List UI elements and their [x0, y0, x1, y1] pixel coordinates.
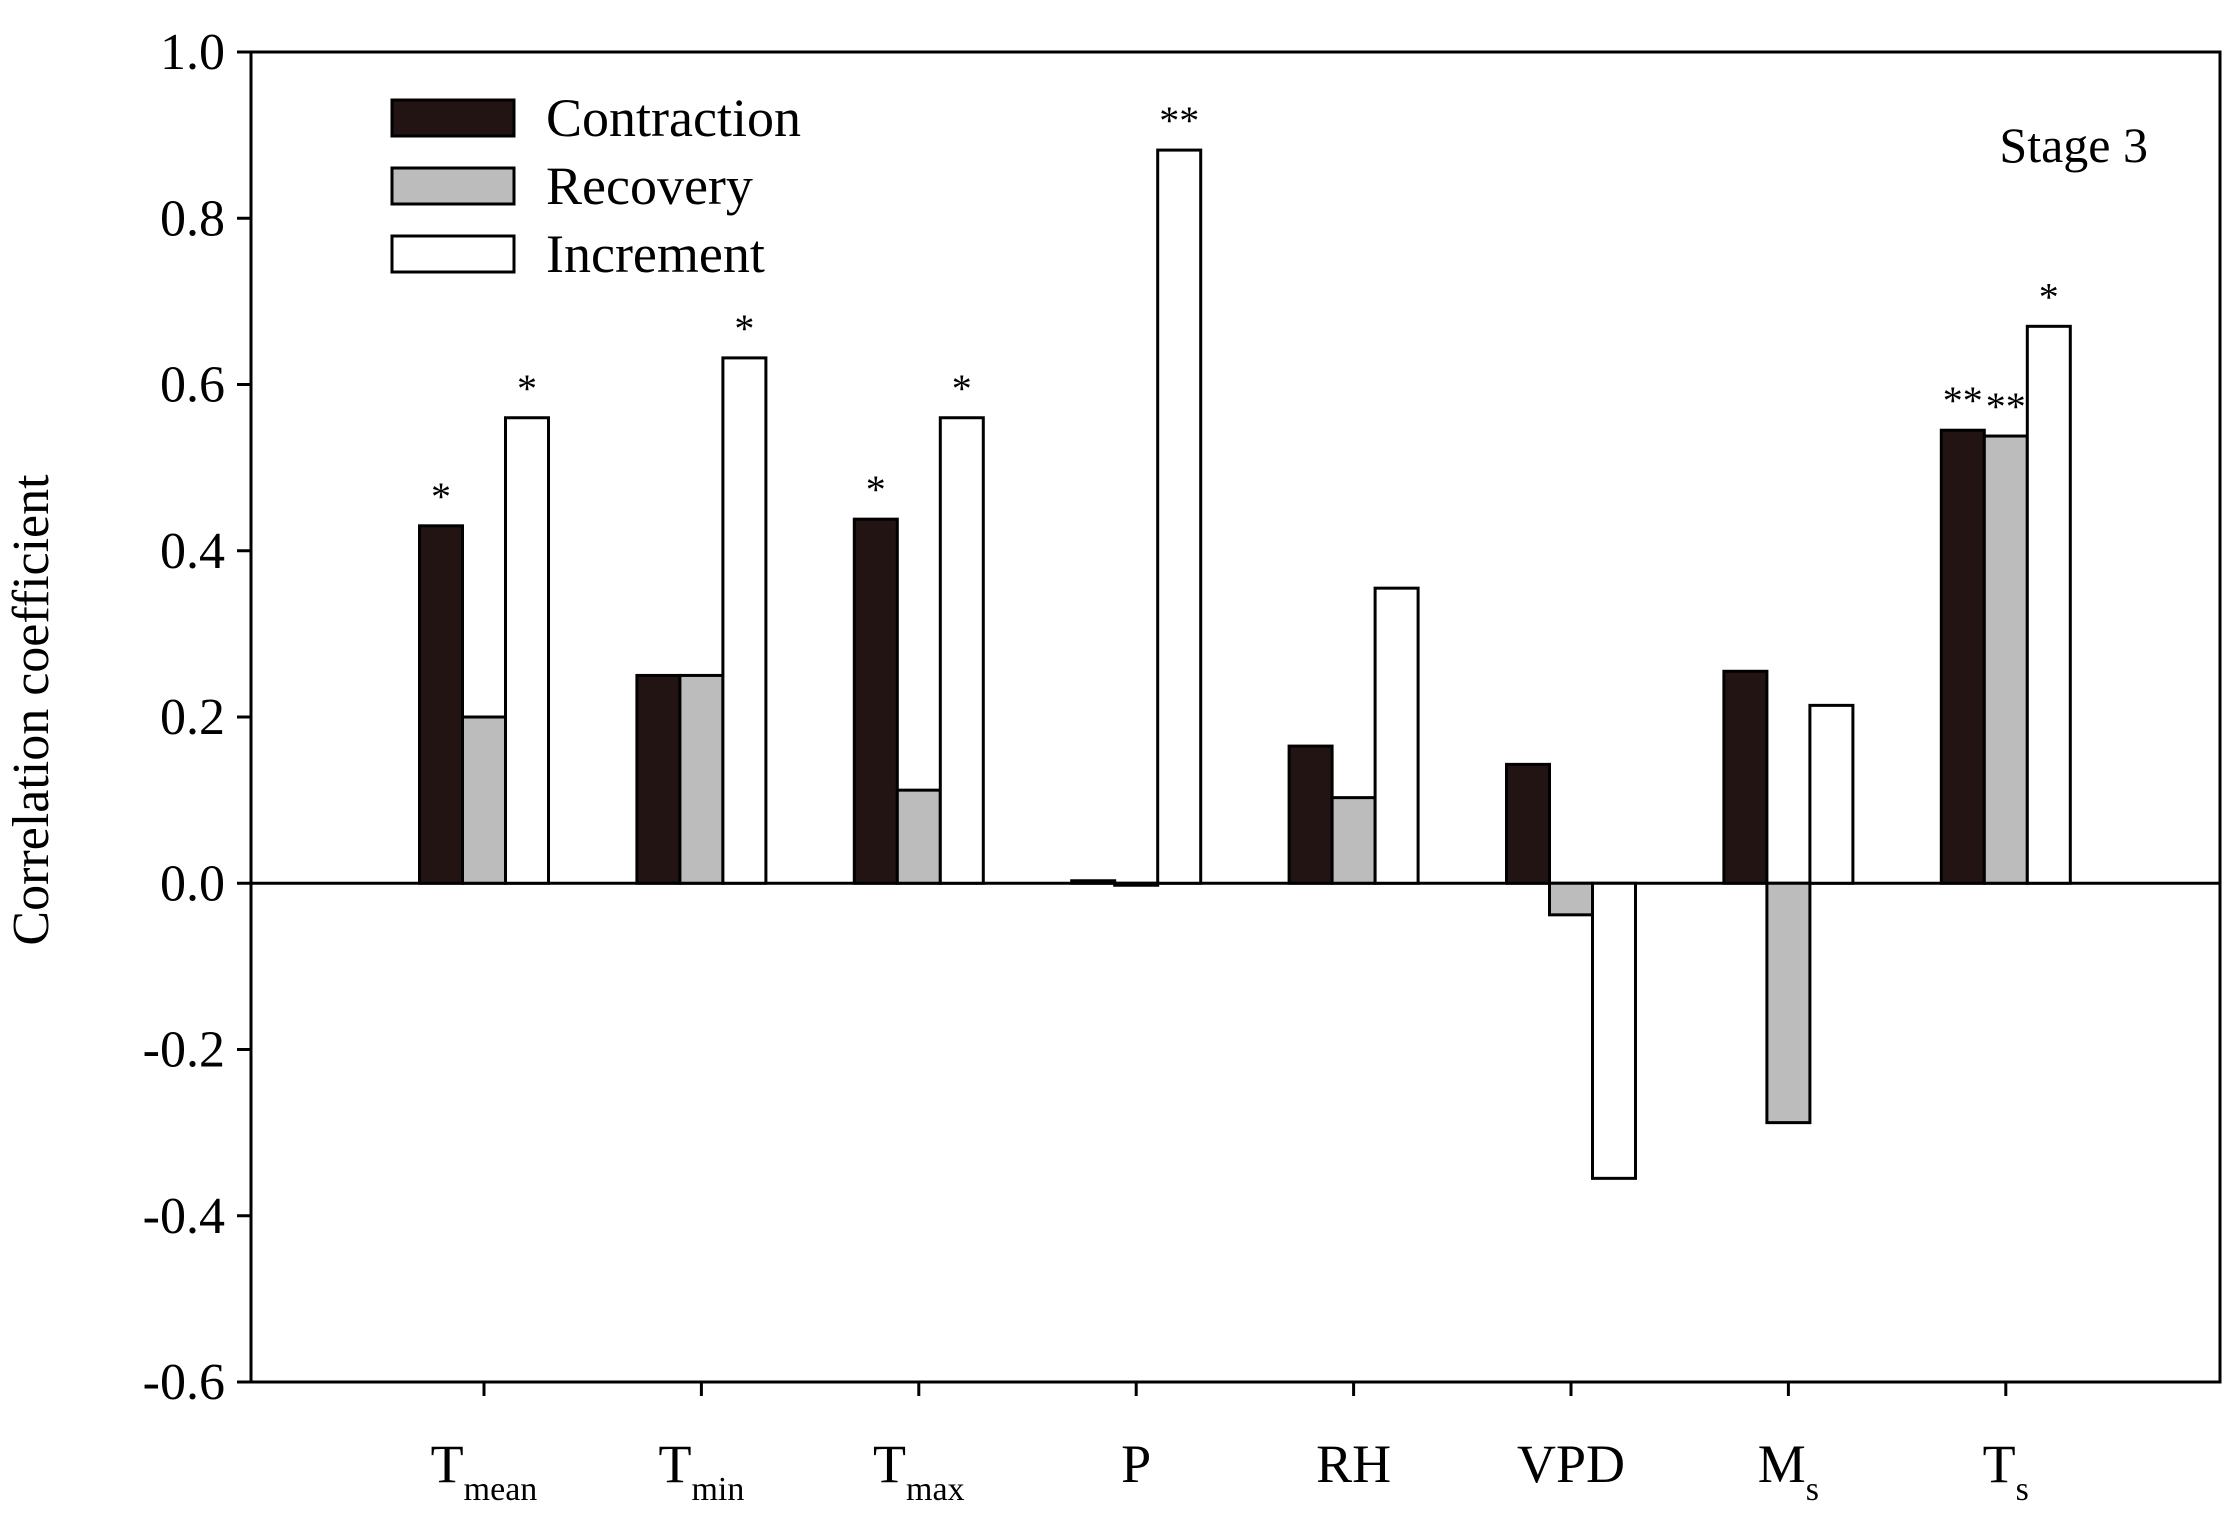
- bar-recovery-5: [1548, 881, 1594, 917]
- bar-recovery-3: [1113, 881, 1160, 887]
- significance-label: **: [1986, 384, 2026, 429]
- x-tick-label-main: M: [1758, 1434, 1806, 1494]
- significance-label: *: [517, 366, 537, 411]
- significance-labels: * *** ********: [431, 98, 2059, 519]
- significance-label: *: [2039, 274, 2059, 319]
- x-tick-label-main: T: [1983, 1434, 2016, 1494]
- bar-recovery-4: [1330, 796, 1377, 885]
- bar-increment-7: [2025, 324, 2072, 885]
- bar-increment-6: [1808, 703, 1855, 885]
- panel-label: Stage 3: [1999, 117, 2148, 173]
- y-tick-label: 0.2: [160, 689, 225, 746]
- x-tick-label-main: VPD: [1517, 1434, 1625, 1494]
- bar-recovery-0: [461, 715, 507, 885]
- bar-increment-1: [721, 356, 768, 885]
- x-tick-label: VPD: [1517, 1434, 1625, 1494]
- legend-label-recovery: Recovery: [546, 156, 753, 216]
- x-tick-label-main: RH: [1316, 1434, 1391, 1494]
- bar-recovery-1: [678, 673, 725, 885]
- x-tick-label-main: T: [658, 1434, 691, 1494]
- bar-contraction-7: [1939, 428, 1986, 885]
- bar-contraction-3: [1070, 879, 1117, 885]
- y-tick-label: 0.4: [160, 523, 225, 580]
- x-tick-label-sub: mean: [464, 1471, 538, 1508]
- y-tick-label: 1.0: [160, 24, 225, 81]
- bar-recovery-6: [1765, 881, 1812, 1125]
- significance-label: **: [1159, 98, 1199, 143]
- x-tick-label-sub: max: [906, 1471, 965, 1508]
- y-axis: 1.0 0.8 0.6 0.4 0.2 0.0 -0.2 -0.4 -0.6: [143, 24, 251, 1411]
- bar-increment-2: [938, 416, 985, 885]
- legend-label-contraction: Contraction: [546, 88, 801, 148]
- significance-label: **: [1943, 378, 1983, 423]
- y-tick-label: -0.2: [143, 1022, 225, 1079]
- legend-swatch-recovery: [390, 166, 516, 206]
- x-tick-label-main: P: [1121, 1434, 1151, 1494]
- x-tick-label-main: T: [431, 1434, 464, 1494]
- x-axis: Tmean Tmin Tmax P RH VPD Ms Ts: [431, 1382, 2029, 1508]
- bar-recovery-7: [1982, 434, 2029, 885]
- significance-label: *: [431, 474, 451, 519]
- x-tick-label: Ts: [1983, 1434, 2029, 1508]
- bar-contraction-1: [635, 673, 682, 885]
- x-tick-label: Tmax: [873, 1434, 965, 1508]
- legend-swatch-increment: [390, 234, 516, 274]
- bar-contraction-5: [1505, 762, 1551, 885]
- significance-label: *: [866, 467, 886, 512]
- x-tick-label: Ms: [1758, 1434, 1819, 1508]
- y-axis-label: Correlation coefficient: [3, 474, 60, 946]
- bars: [418, 148, 2072, 1180]
- y-tick-label: -0.4: [143, 1188, 225, 1245]
- bar-contraction-2: [852, 517, 899, 885]
- legend-swatch-contraction: [390, 98, 516, 138]
- legend-label-increment: Increment: [546, 224, 765, 284]
- bar-contraction-4: [1287, 744, 1334, 885]
- x-tick-label: RH: [1316, 1434, 1391, 1494]
- significance-label: *: [734, 306, 754, 351]
- y-tick-label: -0.6: [143, 1354, 225, 1411]
- x-tick-label-sub: min: [691, 1471, 744, 1508]
- x-tick-label: P: [1121, 1434, 1151, 1494]
- bar-increment-5: [1591, 881, 1637, 1180]
- y-tick-label: 0.0: [160, 855, 225, 912]
- x-tick-label: Tmin: [658, 1434, 744, 1508]
- x-tick-label-sub: s: [2016, 1471, 2029, 1508]
- bar-increment-0: [504, 416, 550, 885]
- bar-contraction-0: [418, 524, 464, 885]
- x-tick-label-main: T: [873, 1434, 906, 1494]
- significance-label: *: [952, 366, 972, 411]
- legend: Contraction Recovery Increment: [390, 88, 801, 284]
- bar-increment-3: [1156, 148, 1203, 885]
- x-tick-label-sub: s: [1806, 1471, 1819, 1508]
- y-tick-label: 0.8: [160, 190, 225, 247]
- bar-contraction-6: [1722, 669, 1769, 885]
- y-tick-label: 0.6: [160, 357, 225, 414]
- bar-recovery-2: [895, 788, 942, 885]
- x-tick-label: Tmean: [431, 1434, 538, 1508]
- bar-increment-4: [1373, 586, 1420, 885]
